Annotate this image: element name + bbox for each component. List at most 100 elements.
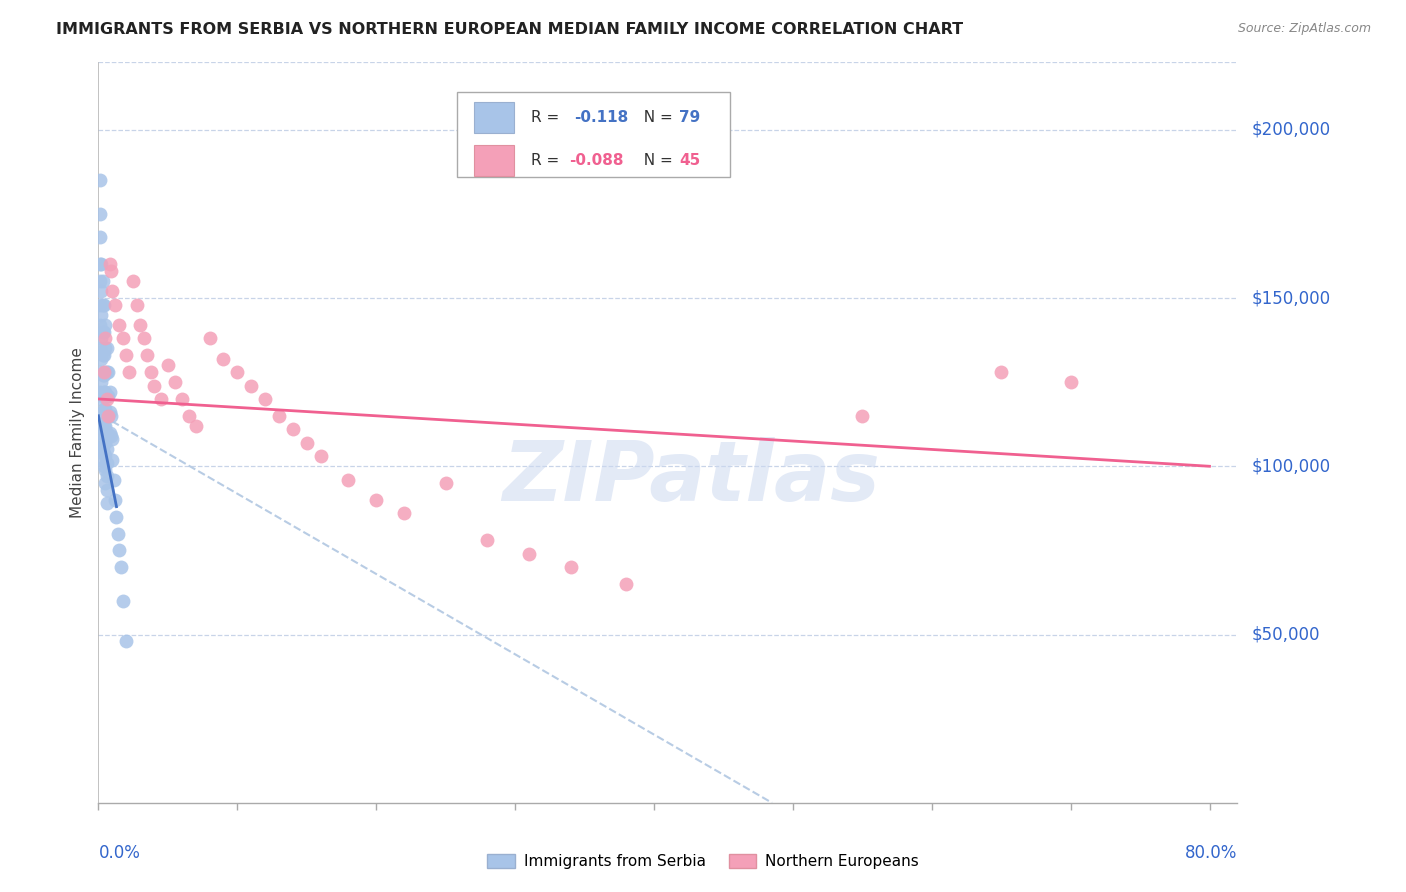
Point [110, 560, 132, 574]
Point [93, 298, 115, 312]
Point [89, 230, 111, 244]
Point [93, 459, 115, 474]
Point [127, 298, 149, 312]
Point [118, 365, 141, 379]
Point [91, 298, 114, 312]
Point [90, 308, 112, 322]
Point [134, 331, 156, 345]
Text: Source: ZipAtlas.com: Source: ZipAtlas.com [1237, 22, 1371, 36]
Point [91, 274, 114, 288]
Point [107, 526, 129, 541]
Point [97, 429, 120, 443]
Point [98, 385, 121, 400]
Text: -0.088: -0.088 [569, 153, 623, 168]
Text: N =: N = [634, 110, 678, 125]
Point [89, 257, 111, 271]
Text: ZIPatlas: ZIPatlas [502, 436, 880, 517]
Point [91, 368, 114, 383]
Point [89, 342, 111, 356]
Point [149, 392, 172, 406]
Point [90, 331, 112, 345]
Point [136, 348, 159, 362]
Point [91, 405, 114, 419]
Point [96, 469, 118, 483]
Point [614, 577, 637, 591]
Point [96, 483, 118, 497]
Point [93, 368, 115, 383]
Point [100, 409, 122, 423]
Point [93, 348, 115, 362]
Point [212, 351, 235, 366]
Point [94, 449, 117, 463]
Text: -0.118: -0.118 [575, 110, 628, 125]
Point [94, 418, 117, 433]
Point [89, 173, 111, 187]
Point [96, 496, 118, 510]
Point [198, 331, 221, 345]
Point [90, 257, 112, 271]
Point [90, 351, 112, 366]
Point [337, 473, 360, 487]
Point [143, 378, 166, 392]
Point [91, 422, 114, 436]
Legend: Immigrants from Serbia, Northern Europeans: Immigrants from Serbia, Northern Europea… [481, 847, 925, 875]
Point [100, 264, 122, 278]
Point [96, 342, 118, 356]
Point [90, 285, 112, 299]
Point [990, 365, 1012, 379]
Point [91, 439, 114, 453]
Point [91, 452, 114, 467]
Point [89, 298, 111, 312]
Text: R =: R = [531, 110, 569, 125]
Point [90, 409, 112, 423]
FancyBboxPatch shape [474, 102, 515, 133]
Point [122, 274, 145, 288]
Point [104, 298, 127, 312]
Point [89, 365, 111, 379]
Point [141, 365, 163, 379]
Y-axis label: Median Family Income: Median Family Income [70, 347, 86, 518]
Point [91, 325, 114, 339]
Point [101, 285, 124, 299]
Point [104, 492, 127, 507]
Point [96, 425, 118, 440]
Point [477, 533, 499, 548]
Point [112, 594, 135, 608]
Point [96, 392, 118, 406]
Point [90, 425, 112, 440]
Point [93, 365, 115, 379]
Point [156, 359, 179, 373]
Text: 80.0%: 80.0% [1185, 845, 1237, 863]
Point [103, 473, 125, 487]
Point [97, 388, 120, 402]
Point [177, 409, 200, 423]
Point [96, 442, 118, 457]
Point [851, 409, 873, 423]
Point [93, 433, 115, 447]
Point [96, 409, 118, 423]
Point [108, 318, 131, 332]
Point [108, 543, 131, 558]
Point [94, 476, 117, 491]
Point [98, 405, 121, 419]
Point [94, 402, 117, 417]
Point [96, 365, 118, 379]
Point [90, 442, 112, 457]
Point [93, 325, 115, 339]
Point [94, 365, 117, 379]
Point [94, 462, 117, 476]
Point [226, 365, 249, 379]
Text: R =: R = [531, 153, 564, 168]
Point [93, 446, 115, 460]
Point [89, 274, 111, 288]
Point [254, 392, 277, 406]
Point [240, 378, 263, 392]
Point [295, 435, 318, 450]
Text: $200,000: $200,000 [1251, 120, 1330, 139]
Text: N =: N = [634, 153, 678, 168]
Point [163, 375, 186, 389]
Point [115, 348, 138, 362]
Point [101, 452, 124, 467]
Point [366, 492, 388, 507]
Point [281, 422, 304, 436]
